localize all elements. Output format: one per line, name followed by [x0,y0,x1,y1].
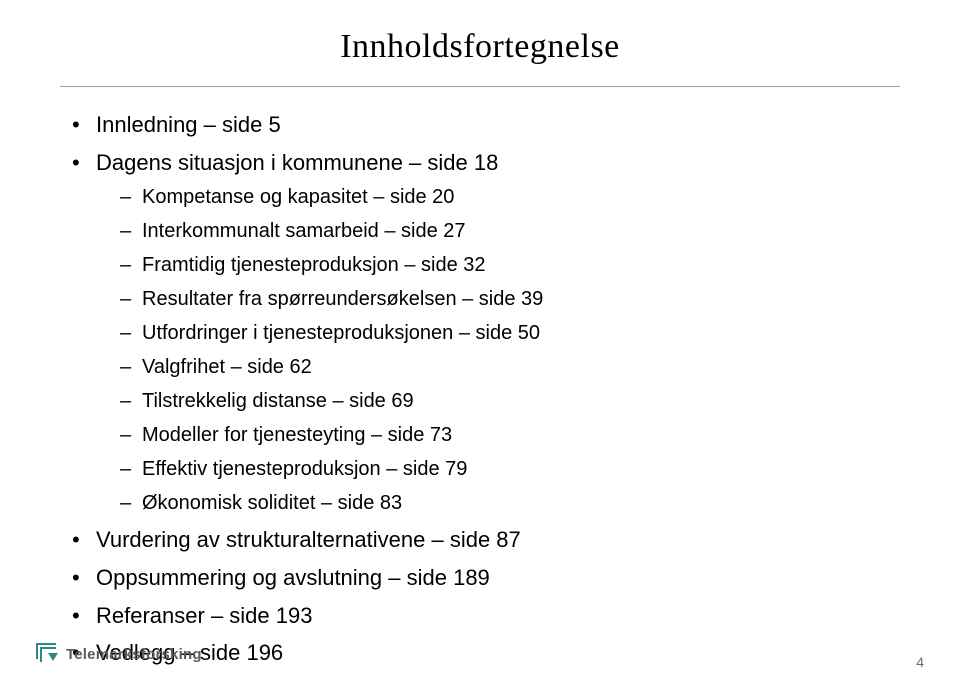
footer-brand: Telemarksforsking [66,646,202,663]
list-item: Oppsummering og avslutning – side 189 [72,563,892,593]
list-item: Resultater fra spørreundersøkelsen – sid… [96,285,892,313]
list-item: Utfordringer i tjenesteproduksjonen – si… [96,319,892,347]
list-item-label: Effektiv tjenesteproduksjon – side 79 [142,458,467,480]
logo-icon [34,639,60,670]
page-number: 4 [916,654,924,670]
list-item-label: Resultater fra spørreundersøkelsen – sid… [142,288,543,310]
list-item-label: Modeller for tjenesteyting – side 73 [142,424,452,446]
footer: Telemarksforsking [34,639,202,670]
list-item: Dagens situasjon i kommunene – side 18 K… [72,148,892,518]
list-item: Kompetanse og kapasitet – side 20 [96,183,892,211]
page-title: Innholdsfortegnelse [0,28,960,66]
toc-list: Innledning – side 5 Dagens situasjon i k… [72,110,892,668]
list-item-label: Referanser – side 193 [96,603,312,628]
list-item: Innledning – side 5 [72,110,892,140]
list-item: Valgfrihet – side 62 [96,353,892,381]
list-item-label: Dagens situasjon i kommunene – side 18 [96,150,498,175]
list-item: Økonomisk soliditet – side 83 [96,489,892,517]
list-item-label: Framtidig tjenesteproduksjon – side 32 [142,254,486,276]
title-underline [60,86,900,87]
list-item-label: Oppsummering og avslutning – side 189 [96,565,490,590]
content-area: Innledning – side 5 Dagens situasjon i k… [72,110,892,676]
list-item-label: Utfordringer i tjenesteproduksjonen – si… [142,322,540,344]
list-item: Tilstrekkelig distanse – side 69 [96,387,892,415]
list-item-label: Kompetanse og kapasitet – side 20 [142,186,454,208]
list-item: Vurdering av strukturalternativene – sid… [72,525,892,555]
list-item-label: Valgfrihet – side 62 [142,356,312,378]
list-item-label: Vurdering av strukturalternativene – sid… [96,527,521,552]
list-item-label: Tilstrekkelig distanse – side 69 [142,390,414,412]
slide: Innholdsfortegnelse Innledning – side 5 … [0,0,960,694]
list-item: Interkommunalt samarbeid – side 27 [96,217,892,245]
list-item: Framtidig tjenesteproduksjon – side 32 [96,251,892,279]
list-item: Referanser – side 193 [72,601,892,631]
list-item: Modeller for tjenesteyting – side 73 [96,421,892,449]
list-item-label: Økonomisk soliditet – side 83 [142,492,402,514]
list-item-label: Interkommunalt samarbeid – side 27 [142,220,466,242]
toc-sublist: Kompetanse og kapasitet – side 20 Interk… [96,183,892,517]
list-item-label: Innledning – side 5 [96,112,281,137]
list-item: Effektiv tjenesteproduksjon – side 79 [96,455,892,483]
